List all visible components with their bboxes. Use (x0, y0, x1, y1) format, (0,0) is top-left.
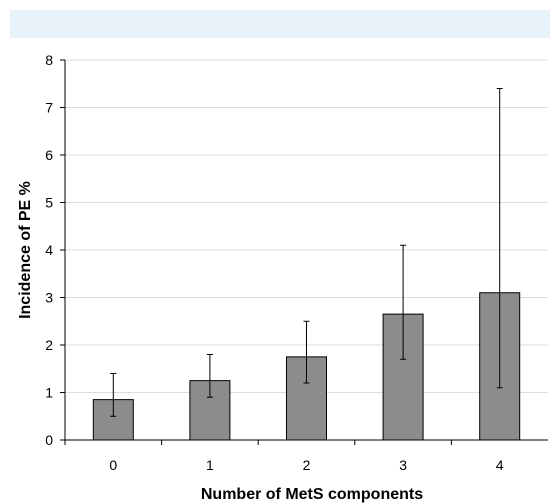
x-axis-title: Number of MetS components (201, 486, 423, 503)
axes (60, 59, 548, 445)
x-tick-label: 4 (496, 457, 504, 473)
y-tick-label: 7 (45, 100, 53, 116)
error-bars (110, 88, 503, 417)
y-tick-label: 8 (45, 52, 53, 68)
bars (92, 292, 521, 441)
y-tick-label: 3 (45, 290, 53, 306)
y-tick-label: 2 (45, 337, 53, 353)
y-tick-label: 5 (45, 195, 53, 211)
top-banner (10, 10, 550, 38)
x-tick-label: 3 (399, 457, 407, 473)
y-tick-label: 4 (45, 242, 53, 258)
x-tick-labels: 0 1 2 3 4 (109, 457, 503, 473)
y-tick-label: 6 (45, 147, 53, 163)
x-tick-label: 2 (303, 457, 311, 473)
y-axis-title: Incidence of PE % (17, 181, 34, 319)
x-tick-label: 1 (206, 457, 214, 473)
y-tick-label: 1 (45, 385, 53, 401)
y-tick-labels: 0 1 2 3 4 5 6 7 8 (45, 52, 53, 448)
y-tick-label: 0 (45, 432, 53, 448)
x-tick-label: 0 (109, 457, 117, 473)
